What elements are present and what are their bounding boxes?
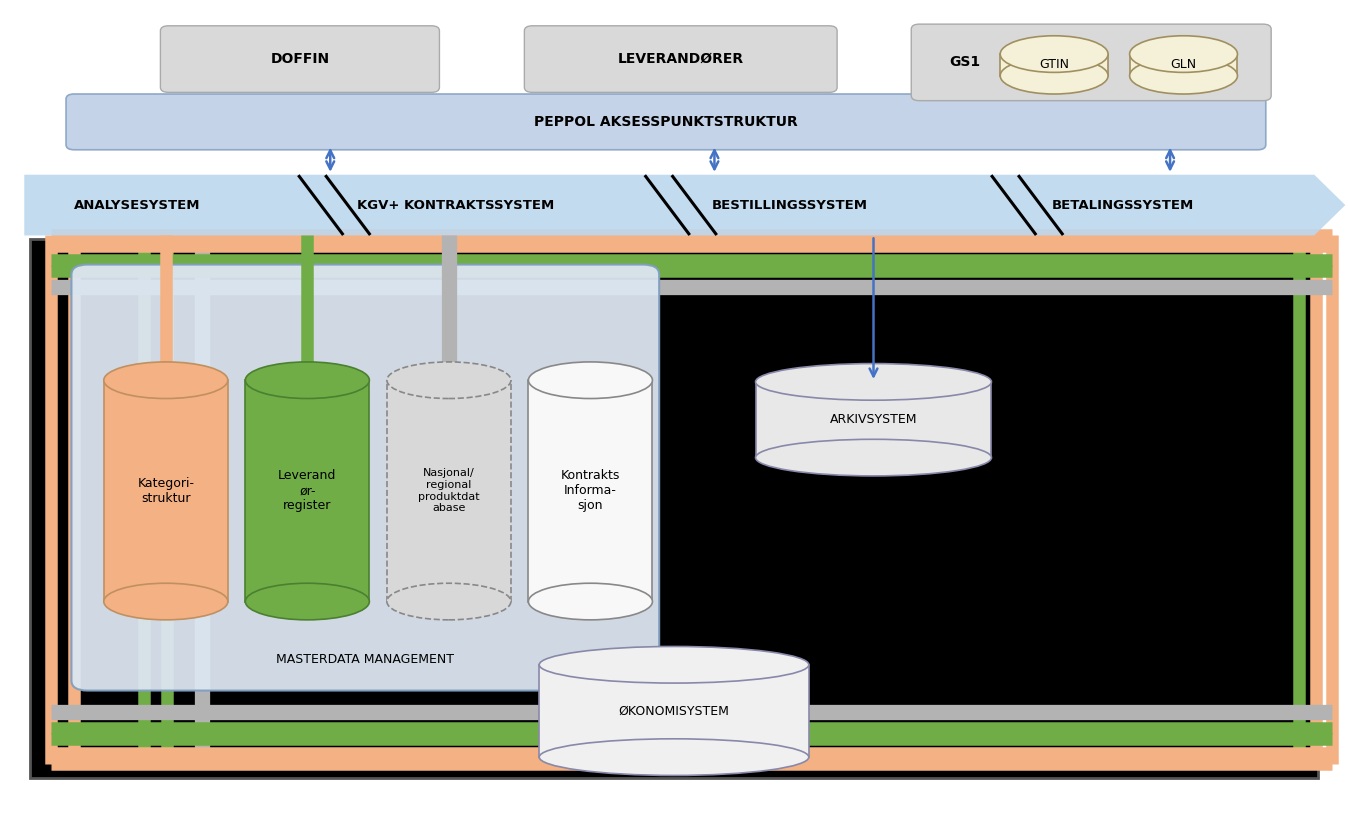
Text: PEPPOL AKSESSPUNKTSTRUKTUR: PEPPOL AKSESSPUNKTSTRUKTUR bbox=[534, 115, 798, 129]
Bar bbox=[528, 380, 652, 602]
Ellipse shape bbox=[387, 362, 511, 399]
Bar bbox=[1000, 54, 1108, 76]
Ellipse shape bbox=[1000, 57, 1108, 94]
Text: BETALINGSSYSTEM: BETALINGSSYSTEM bbox=[1051, 199, 1194, 212]
FancyBboxPatch shape bbox=[524, 26, 837, 92]
Ellipse shape bbox=[528, 583, 652, 620]
Bar bbox=[539, 665, 809, 757]
Text: KGV+ KONTRAKTSSYSTEM: KGV+ KONTRAKTSSYSTEM bbox=[357, 199, 554, 212]
Text: LEVERANDØRER: LEVERANDØRER bbox=[617, 52, 744, 66]
Text: GLN: GLN bbox=[1170, 58, 1197, 72]
Text: BESTILLINGSSYSTEM: BESTILLINGSSYSTEM bbox=[712, 199, 868, 212]
Text: GTIN: GTIN bbox=[1039, 58, 1069, 72]
Text: ØKONOMISYSTEM: ØKONOMISYSTEM bbox=[619, 705, 729, 717]
Text: Kontrakts
Informa-
sjon: Kontrakts Informa- sjon bbox=[561, 469, 620, 513]
Text: MASTERDATA MANAGEMENT: MASTERDATA MANAGEMENT bbox=[276, 652, 454, 666]
Polygon shape bbox=[24, 175, 1345, 235]
FancyBboxPatch shape bbox=[160, 26, 439, 92]
Ellipse shape bbox=[104, 362, 228, 399]
Text: GS1: GS1 bbox=[949, 56, 980, 69]
Text: ARKIVSYSTEM: ARKIVSYSTEM bbox=[830, 414, 917, 426]
Ellipse shape bbox=[539, 646, 809, 683]
FancyBboxPatch shape bbox=[66, 94, 1266, 150]
Ellipse shape bbox=[539, 739, 809, 775]
Bar bbox=[245, 380, 369, 602]
Text: ANALYSESYSTEM: ANALYSESYSTEM bbox=[74, 199, 201, 212]
Ellipse shape bbox=[245, 583, 369, 620]
Ellipse shape bbox=[245, 362, 369, 399]
Ellipse shape bbox=[1000, 36, 1108, 72]
Ellipse shape bbox=[756, 439, 992, 476]
Ellipse shape bbox=[387, 583, 511, 620]
Ellipse shape bbox=[1130, 36, 1237, 72]
Ellipse shape bbox=[1130, 57, 1237, 94]
Ellipse shape bbox=[756, 364, 992, 400]
Bar bbox=[30, 239, 1318, 778]
Bar bbox=[755, 382, 992, 458]
Bar bbox=[1130, 54, 1237, 76]
Ellipse shape bbox=[528, 362, 652, 399]
Text: Kategori-
struktur: Kategori- struktur bbox=[137, 477, 194, 505]
Text: DOFFIN: DOFFIN bbox=[271, 52, 329, 66]
Bar bbox=[387, 380, 511, 602]
Text: Nasjonal/
regional
produktdat
abase: Nasjonal/ regional produktdat abase bbox=[418, 468, 480, 513]
FancyBboxPatch shape bbox=[911, 24, 1271, 101]
FancyBboxPatch shape bbox=[71, 265, 659, 691]
Text: Leverand
ør-
register: Leverand ør- register bbox=[278, 469, 337, 513]
Bar bbox=[104, 380, 228, 602]
Ellipse shape bbox=[104, 583, 228, 620]
